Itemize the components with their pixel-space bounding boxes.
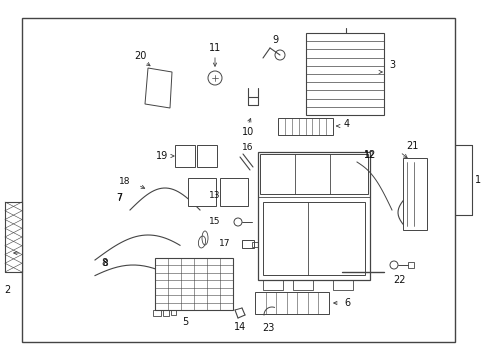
Text: 16: 16 [242, 144, 253, 153]
Bar [263, 280, 283, 290]
Text: 15: 15 [208, 217, 220, 226]
Text: 19: 19 [156, 151, 168, 161]
Bar [254, 292, 328, 314]
Bar [163, 310, 169, 316]
Text: 1: 1 [474, 175, 480, 185]
Bar [260, 154, 367, 194]
Bar [258, 152, 369, 280]
Text: 21: 21 [405, 141, 417, 151]
Bar [402, 158, 426, 230]
Text: 12: 12 [363, 150, 375, 160]
Bar [153, 310, 161, 316]
Bar [22, 18, 454, 342]
Bar [305, 33, 383, 115]
Bar [155, 258, 232, 310]
Text: 23: 23 [261, 323, 274, 333]
Bar [263, 202, 364, 275]
Bar [5, 202, 22, 272]
Bar [197, 145, 217, 167]
Text: 13: 13 [208, 192, 220, 201]
Text: 3: 3 [388, 60, 394, 70]
Text: 6: 6 [343, 298, 349, 308]
Text: 2: 2 [4, 285, 10, 295]
Text: 5: 5 [182, 317, 188, 327]
Bar [175, 145, 195, 167]
Text: 22: 22 [393, 275, 406, 285]
Bar [5, 202, 22, 272]
Text: 17: 17 [218, 239, 229, 248]
Text: 8: 8 [102, 258, 108, 268]
Bar [220, 178, 247, 206]
Bar [407, 262, 413, 268]
Text: 7: 7 [116, 194, 122, 202]
Bar [292, 280, 312, 290]
Text: 14: 14 [233, 322, 245, 332]
Text: 10: 10 [242, 127, 254, 137]
Bar [187, 178, 216, 206]
Text: 4: 4 [343, 119, 349, 129]
Polygon shape [145, 68, 172, 108]
Text: 18: 18 [118, 176, 130, 185]
Bar [251, 242, 258, 247]
Text: 8: 8 [102, 258, 108, 267]
Text: 11: 11 [208, 43, 221, 53]
Text: 20: 20 [134, 51, 146, 61]
Bar [171, 310, 176, 315]
Text: 12: 12 [364, 150, 375, 159]
Text: 9: 9 [271, 35, 278, 45]
Bar [332, 280, 352, 290]
Bar [278, 118, 332, 135]
Bar [242, 240, 253, 248]
Text: 7: 7 [116, 193, 122, 203]
